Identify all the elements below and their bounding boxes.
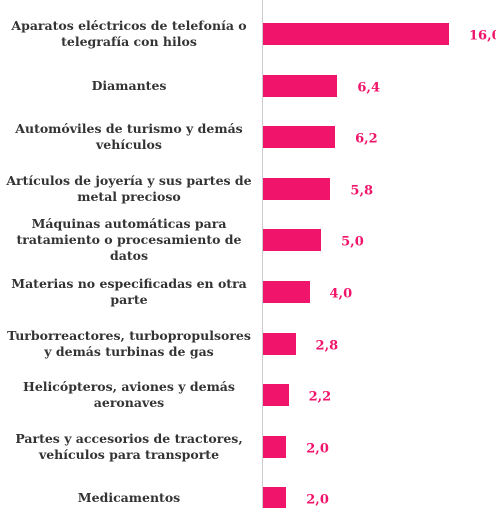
category-label: Helicópteros, aviones y demás aeronaves — [23, 379, 235, 411]
value-label: 2,0 — [306, 492, 329, 508]
bar — [263, 23, 449, 45]
bar — [263, 229, 322, 252]
value-label: 2,2 — [308, 389, 332, 405]
bar — [263, 281, 310, 303]
category-label: Automóviles de turismo y demás vehículos — [15, 121, 243, 153]
value-label: 2,8 — [315, 338, 339, 354]
bar — [263, 74, 338, 97]
value-label: 5,0 — [341, 234, 364, 250]
bar — [263, 435, 287, 458]
axis-line — [262, 0, 263, 508]
bar — [263, 177, 331, 200]
category-label: Partes y accesorios de tractores, vehícu… — [15, 430, 243, 462]
bar — [263, 126, 336, 149]
value-label: 4,0 — [329, 286, 353, 302]
category-label: Máquinas automáticas para tratamiento o … — [16, 216, 242, 264]
category-label: Materias no especificadas en otra parte — [11, 276, 247, 307]
category-label: Aparatos eléctricos de telefonía o teleg… — [11, 18, 247, 49]
category-label: Diamantes — [91, 77, 167, 93]
category-label: Artículos de joyería y sus partes de met… — [6, 172, 252, 204]
value-label: 6,4 — [357, 80, 381, 96]
value-label: 5,8 — [350, 183, 374, 199]
bar — [263, 332, 296, 355]
bar — [263, 384, 289, 407]
value-label: 6,2 — [355, 131, 378, 147]
value-label: 16,0 — [469, 28, 496, 44]
category-label: Turborreactores, turbopropulsores y demá… — [7, 327, 251, 359]
bar — [263, 487, 287, 508]
category-label: Medicamentos — [77, 490, 181, 506]
value-label: 2,0 — [306, 441, 329, 457]
